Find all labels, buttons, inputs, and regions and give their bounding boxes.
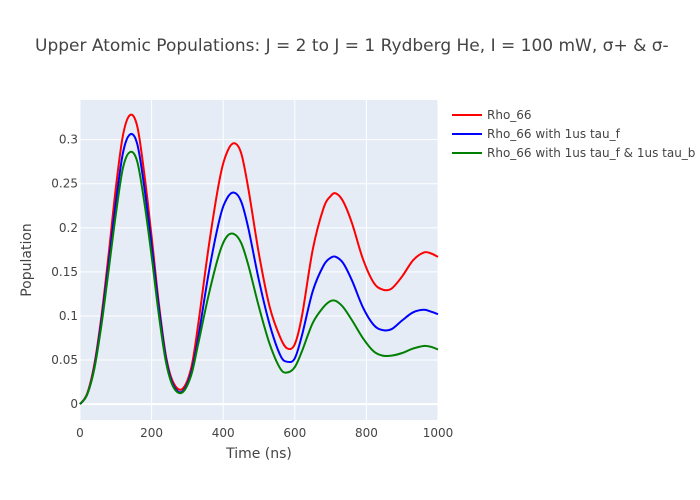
legend-label: Rho_66 xyxy=(487,108,532,122)
legend-label: Rho_66 with 1us tau_f xyxy=(487,127,621,141)
series-line-1 xyxy=(79,113,439,405)
legend-item-2[interactable]: Rho_66 with 1us tau_f xyxy=(452,127,621,141)
legend[interactable]: Rho_66 Rho_66 with 1us tau_f Rho_66 with 1… xyxy=(452,108,695,160)
x-tick-label: 400 xyxy=(212,426,235,440)
y-tick-label: 0 xyxy=(70,397,78,411)
legend-label: Rho_66 with 1us tau_f & 1us tau_b xyxy=(487,146,695,160)
series-line-3 xyxy=(79,150,439,405)
legend-item-3[interactable]: Rho_66 with 1us tau_f & 1us tau_b xyxy=(452,146,695,160)
x-tick-label: 0 xyxy=(76,426,84,440)
chart-title: Upper Atomic Populations: J = 2 to J = 1… xyxy=(35,36,669,56)
tick-labels: 0 200 400 600 800 1000 0 0.05 0.1 0.15 0.2 0.25 0.3 xyxy=(51,133,453,440)
y-tick-label: 0.3 xyxy=(59,133,78,147)
y-axis-title: Population xyxy=(19,223,35,297)
x-tick-label: 1000 xyxy=(423,426,454,440)
y-tick-label: 0.1 xyxy=(59,309,78,323)
x-axis-title: Time (ns) xyxy=(225,446,292,462)
x-tick-label: 800 xyxy=(355,426,378,440)
x-tick-label: 600 xyxy=(283,426,306,440)
legend-item-1[interactable]: Rho_66 xyxy=(452,108,532,122)
series-line-2 xyxy=(79,133,439,405)
y-tick-label: 0.25 xyxy=(51,177,78,191)
y-tick-label: 0.15 xyxy=(51,265,78,279)
x-tick-label: 200 xyxy=(140,426,163,440)
grid xyxy=(79,100,439,420)
y-tick-label: 0.2 xyxy=(59,221,78,235)
series-group xyxy=(79,113,439,405)
y-tick-label: 0.05 xyxy=(51,353,78,367)
plot-area xyxy=(80,100,438,420)
